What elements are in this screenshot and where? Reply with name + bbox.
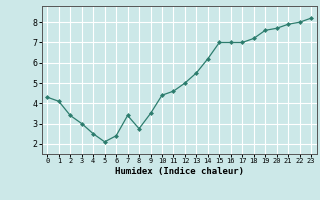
X-axis label: Humidex (Indice chaleur): Humidex (Indice chaleur) — [115, 167, 244, 176]
